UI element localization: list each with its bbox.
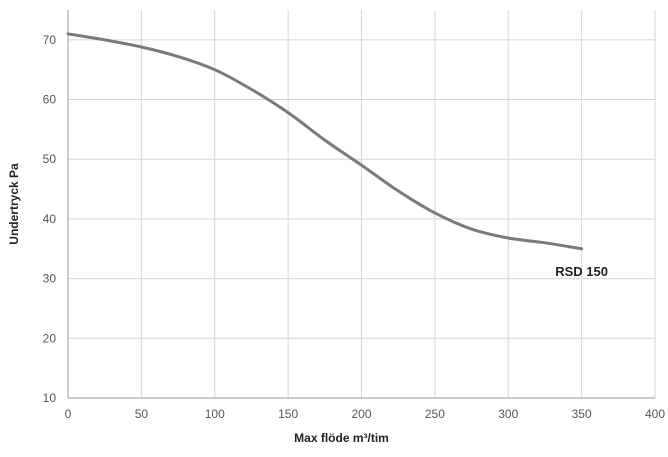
x-tick-label: 50 [135,407,149,421]
x-tick-label: 400 [645,407,665,421]
axes [67,10,655,399]
series-label: RSD 150 [555,264,608,279]
x-tick-label: 200 [351,407,371,421]
x-tick-label: 0 [65,407,72,421]
y-axis-title: Undertryck Pa [7,163,21,245]
x-axis-ticks: 0 50 100 150 200 250 300 350 400 [65,407,666,421]
y-tick-label: 20 [43,331,57,345]
x-tick-label: 300 [498,407,518,421]
x-tick-label: 100 [205,407,225,421]
x-tick-label: 150 [278,407,298,421]
x-tick-label: 250 [425,407,445,421]
y-tick-label: 40 [43,212,57,226]
x-tick-label: 350 [572,407,592,421]
x-axis-title: Max flöde m³/tim [294,431,389,445]
y-tick-label: 30 [43,272,57,286]
y-tick-label: 70 [43,33,57,47]
y-tick-label: 10 [43,391,57,405]
y-tick-label: 50 [43,152,57,166]
series-line-rsd-150 [66,32,584,251]
y-axis-ticks: 10 20 30 40 50 60 70 [43,33,57,405]
y-tick-label: 60 [43,93,57,107]
series-group: RSD 150 [66,32,608,279]
grid [67,10,656,399]
